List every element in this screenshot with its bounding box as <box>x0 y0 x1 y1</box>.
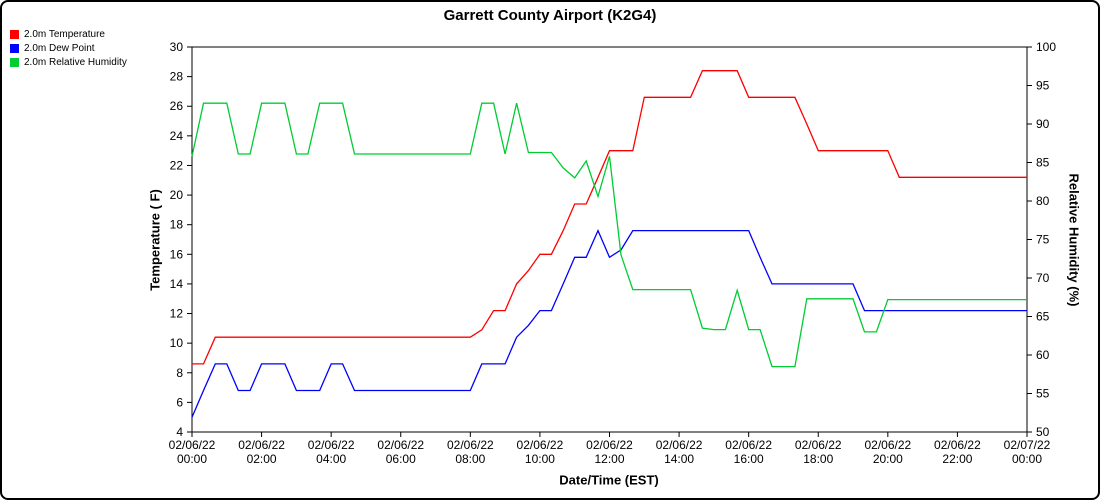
right-tick-label: 95 <box>1036 79 1050 93</box>
left-tick-label: 6 <box>176 395 183 409</box>
x-tick-time: 10:00 <box>525 452 555 466</box>
x-tick-time: 20:00 <box>873 452 903 466</box>
left-tick-label: 4 <box>176 425 183 439</box>
dew-point-swatch-icon <box>10 44 19 53</box>
chart-legend: 2.0m Temperature 2.0m Dew Point 2.0m Rel… <box>10 29 127 71</box>
right-tick-label: 60 <box>1036 348 1050 362</box>
chart-title: Garrett County Airport (K2G4) <box>443 7 657 24</box>
left-tick-label: 26 <box>170 99 184 113</box>
left-tick-label: 12 <box>170 307 184 321</box>
x-tick-time: 04:00 <box>316 452 346 466</box>
left-tick-label: 14 <box>170 277 184 291</box>
right-tick-label: 80 <box>1036 194 1050 208</box>
x-tick-date: 02/06/22 <box>308 438 355 452</box>
x-tick-time: 00:00 <box>1012 452 1042 466</box>
left-tick-label: 24 <box>170 129 184 143</box>
x-tick-date: 02/06/22 <box>238 438 285 452</box>
x-tick-date: 02/06/22 <box>656 438 703 452</box>
legend-item-dew-point: 2.0m Dew Point <box>10 43 127 54</box>
right-tick-label: 65 <box>1036 310 1050 324</box>
legend-item-temperature: 2.0m Temperature <box>10 29 127 40</box>
x-tick-date: 02/06/22 <box>169 438 216 452</box>
right-tick-label: 85 <box>1036 156 1050 170</box>
x-tick-time: 00:00 <box>177 452 207 466</box>
x-tick-date: 02/06/22 <box>864 438 911 452</box>
left-tick-label: 20 <box>170 188 184 202</box>
legend-label-temperature: 2.0m Temperature <box>24 29 105 40</box>
x-tick-time: 16:00 <box>734 452 764 466</box>
left-tick-label: 8 <box>176 366 183 380</box>
relative-humidity-swatch-icon <box>10 58 19 67</box>
legend-label-dew-point: 2.0m Dew Point <box>24 43 95 54</box>
x-tick-time: 08:00 <box>455 452 485 466</box>
legend-item-relative-humidity: 2.0m Relative Humidity <box>10 57 127 68</box>
right-tick-label: 75 <box>1036 233 1050 247</box>
x-tick-date: 02/06/22 <box>934 438 981 452</box>
series-line-2-0m-temperature <box>192 70 1027 365</box>
x-tick-time: 06:00 <box>386 452 416 466</box>
x-axis-title: Date/Time (EST) <box>559 472 659 488</box>
left-tick-label: 22 <box>170 158 184 172</box>
x-tick-time: 18:00 <box>803 452 833 466</box>
x-tick-time: 14:00 <box>664 452 694 466</box>
plot-frame <box>191 46 1028 433</box>
right-tick-label: 90 <box>1036 117 1050 131</box>
left-tick-label: 28 <box>170 70 184 84</box>
left-tick-label: 18 <box>170 218 184 232</box>
right-tick-label: 55 <box>1036 387 1050 401</box>
x-tick-date: 02/06/22 <box>517 438 564 452</box>
x-tick-date: 02/06/22 <box>377 438 424 452</box>
x-tick-date: 02/06/22 <box>725 438 772 452</box>
left-tick-label: 16 <box>170 247 184 261</box>
temperature-swatch-icon <box>10 30 19 39</box>
x-tick-date: 02/07/22 <box>1004 438 1051 452</box>
x-tick-time: 02:00 <box>247 452 277 466</box>
series-line-2-0m-relative-humidity <box>191 102 1027 368</box>
right-tick-label: 50 <box>1036 425 1050 439</box>
x-tick-date: 02/06/22 <box>447 438 494 452</box>
right-tick-label: 100 <box>1036 40 1056 54</box>
right-tick-label: 70 <box>1036 271 1050 285</box>
x-tick-time: 22:00 <box>942 452 972 466</box>
left-tick-label: 10 <box>170 336 184 350</box>
legend-label-relative-humidity: 2.0m Relative Humidity <box>24 57 127 68</box>
x-tick-date: 02/06/22 <box>795 438 842 452</box>
x-tick-time: 12:00 <box>594 452 624 466</box>
left-tick-label: 30 <box>170 40 184 54</box>
x-tick-date: 02/06/22 <box>586 438 633 452</box>
series-line-2-0m-dew-point <box>191 228 1027 418</box>
